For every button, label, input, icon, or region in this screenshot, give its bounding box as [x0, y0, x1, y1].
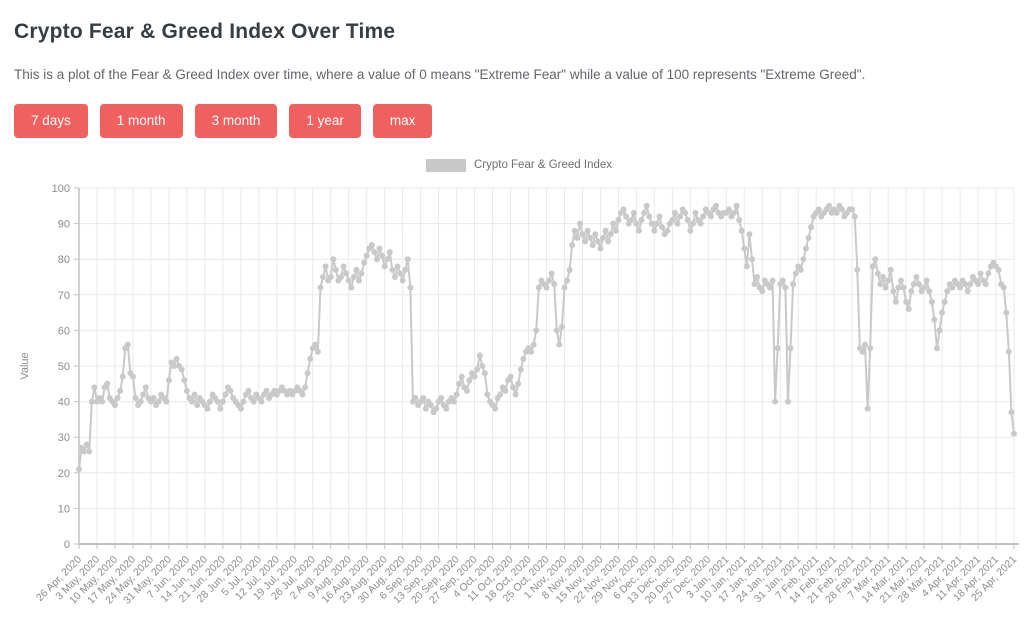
range-button-3-month[interactable]: 3 month [194, 104, 278, 139]
range-button-max[interactable]: max [372, 104, 433, 139]
svg-text:20: 20 [58, 468, 70, 480]
svg-text:10: 10 [58, 504, 70, 516]
svg-text:80: 80 [58, 254, 70, 266]
svg-text:40: 40 [58, 397, 70, 409]
page-title: Crypto Fear & Greed Index Over Time [14, 20, 396, 43]
range-button-7-days[interactable]: 7 days [14, 104, 88, 139]
svg-text:90: 90 [58, 219, 70, 231]
chart-legend[interactable]: Crypto Fear & Greed Index [14, 156, 1024, 174]
svg-text:0: 0 [64, 539, 70, 551]
range-button-1-month[interactable]: 1 month [99, 104, 183, 139]
range-button-1-year[interactable]: 1 year [289, 104, 361, 139]
chart-container: Crypto Fear & Greed Index 0 10 20 30 40 50 60 7… [14, 156, 1024, 621]
svg-text:60: 60 [58, 326, 70, 338]
svg-text:70: 70 [58, 290, 70, 302]
range-buttons: 7 days 1 month 3 month 1 year max [14, 104, 1014, 139]
svg-text:30: 30 [58, 432, 70, 444]
legend-swatch-icon [425, 158, 466, 172]
svg-text:50: 50 [58, 361, 70, 373]
legend-label: Crypto Fear & Greed Index [473, 159, 613, 172]
chart-description: This is a plot of the Fear & Greed Index… [14, 67, 866, 82]
svg-text:100: 100 [52, 183, 70, 195]
svg-text:Value: Value [19, 353, 31, 380]
